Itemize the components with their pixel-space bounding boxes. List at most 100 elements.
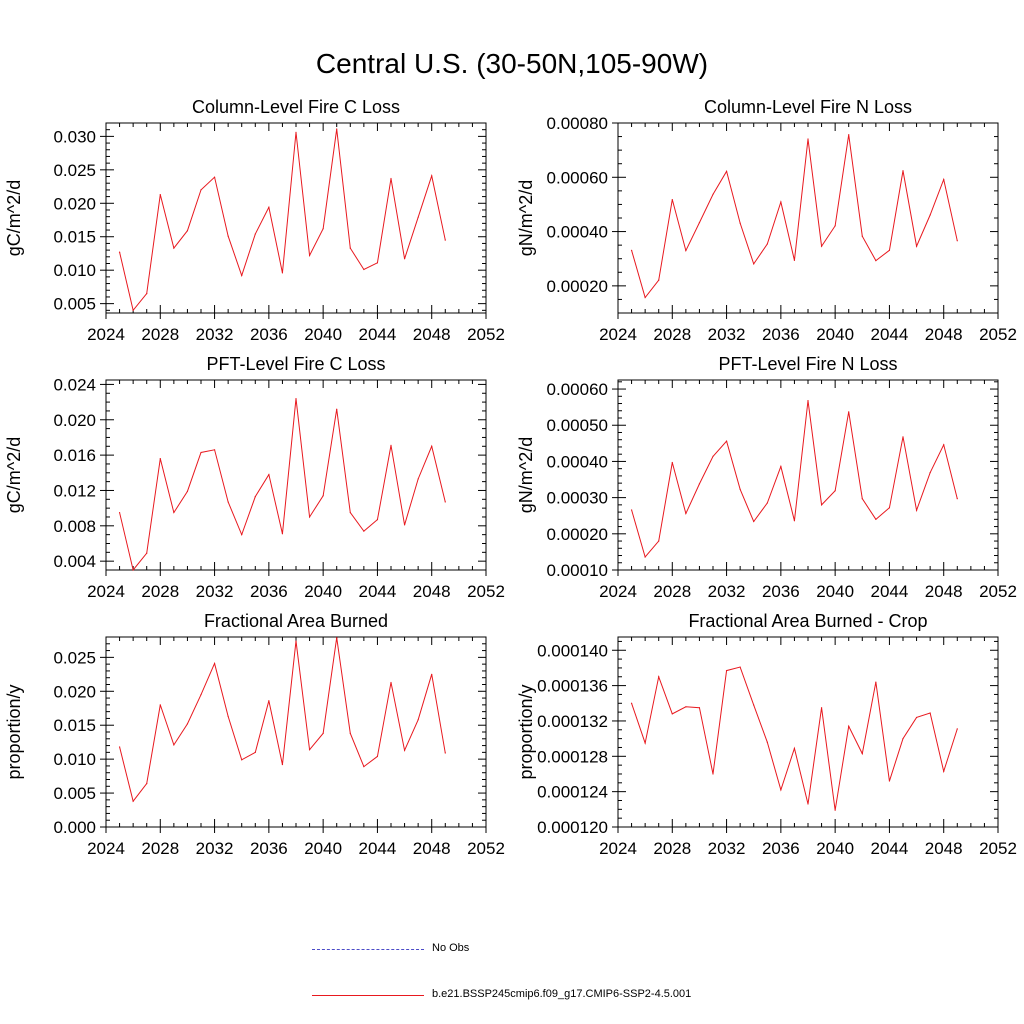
y-tick-label: 0.00010 xyxy=(547,561,608,580)
data-point xyxy=(213,176,216,178)
x-tick-label: 2036 xyxy=(250,582,288,601)
x-tick-label: 2044 xyxy=(871,839,909,858)
y-tick-label: 0.000132 xyxy=(537,712,608,731)
data-point xyxy=(658,279,660,281)
data-point xyxy=(322,228,324,230)
data-point xyxy=(834,225,836,227)
x-tick-label: 2044 xyxy=(871,325,909,344)
panel-title: Fractional Area Burned xyxy=(204,611,388,631)
y-tick-label: 0.00060 xyxy=(547,168,608,187)
data-point xyxy=(685,706,687,708)
x-tick-label: 2040 xyxy=(816,582,854,601)
x-tick-label: 2032 xyxy=(196,839,234,858)
legend-model-label: b.e21.BSSP245cmip6.f09_g17.CMIP6-SSP2-4.… xyxy=(432,988,692,1000)
x-tick-label: 2036 xyxy=(762,582,800,601)
data-point xyxy=(431,445,433,447)
x-tick-label: 2052 xyxy=(467,582,505,601)
x-tick-label: 2044 xyxy=(359,325,397,344)
data-point xyxy=(820,707,823,709)
data-point xyxy=(780,201,782,203)
data-point xyxy=(644,556,646,558)
panel-5: Fractional Area Burned proportion/y 2024 20… xyxy=(4,611,505,858)
data-point xyxy=(349,732,351,734)
data-point xyxy=(820,245,823,247)
data-point xyxy=(902,170,904,172)
data-point xyxy=(861,753,863,755)
series-line xyxy=(119,398,446,572)
data-point xyxy=(875,518,877,520)
legend-obs: No Obs xyxy=(312,942,732,958)
x-tick-label: 2024 xyxy=(599,839,637,858)
plot-frame xyxy=(105,379,487,571)
data-point xyxy=(268,473,270,476)
plot-frame xyxy=(617,379,999,571)
y-tick-label: 0.010 xyxy=(53,261,96,280)
data-point xyxy=(956,240,958,242)
data-point xyxy=(132,800,134,802)
y-axis-label: gC/m^2/d xyxy=(4,437,24,513)
x-tick-label: 2048 xyxy=(925,839,963,858)
data-point xyxy=(834,809,836,811)
x-tick-label: 2036 xyxy=(250,839,288,858)
data-point xyxy=(943,770,945,772)
data-point xyxy=(322,495,324,497)
x-tick-label: 2032 xyxy=(196,582,234,601)
data-point xyxy=(376,755,379,758)
legend-model-swatch xyxy=(312,995,424,996)
data-point xyxy=(848,411,850,413)
series-line xyxy=(119,637,446,803)
y-tick-label: 0.00080 xyxy=(547,114,608,133)
x-tick-label: 2048 xyxy=(925,325,963,344)
data-point xyxy=(861,498,863,500)
data-point xyxy=(698,707,701,709)
data-point xyxy=(807,138,809,140)
data-point xyxy=(132,569,134,571)
data-point xyxy=(956,498,958,500)
y-tick-label: 0.020 xyxy=(53,411,96,430)
data-point xyxy=(444,501,446,503)
x-tick-label: 2028 xyxy=(653,839,691,858)
data-point xyxy=(875,681,877,683)
figure-title: Central U.S. (30-50N,105-90W) xyxy=(315,48,709,79)
series-line xyxy=(631,666,958,811)
y-tick-label: 0.015 xyxy=(53,716,96,735)
x-tick-label: 2052 xyxy=(467,325,505,344)
data-point xyxy=(200,189,202,191)
data-point xyxy=(698,222,701,224)
data-point xyxy=(363,530,365,532)
data-point xyxy=(712,773,714,775)
x-tick-label: 2024 xyxy=(599,582,637,601)
data-point xyxy=(725,440,728,442)
data-point xyxy=(281,272,284,274)
data-point xyxy=(943,444,945,446)
data-point xyxy=(943,178,945,181)
y-tick-label: 0.00040 xyxy=(547,452,608,471)
data-point xyxy=(376,262,379,264)
data-point xyxy=(915,245,918,247)
data-point xyxy=(200,694,202,696)
data-point xyxy=(739,666,741,668)
x-tick-label: 2044 xyxy=(871,582,909,601)
data-point xyxy=(739,488,741,490)
data-point xyxy=(753,520,755,523)
data-point xyxy=(186,723,189,725)
data-point xyxy=(118,746,121,748)
x-tick-label: 2028 xyxy=(141,582,179,601)
y-tick-label: 0.005 xyxy=(53,295,96,314)
panel-6: Fractional Area Burned - Crop proportion/… xyxy=(516,611,1017,858)
data-point xyxy=(753,263,755,265)
data-point xyxy=(336,637,338,639)
y-tick-label: 0.000140 xyxy=(537,641,608,660)
y-tick-label: 0.012 xyxy=(53,481,96,500)
x-tick-label: 2048 xyxy=(413,839,451,858)
data-point xyxy=(118,511,121,514)
x-tick-label: 2044 xyxy=(359,582,397,601)
data-point xyxy=(213,662,216,665)
x-tick-label: 2040 xyxy=(816,839,854,858)
data-point xyxy=(241,534,243,536)
data-point xyxy=(431,673,433,675)
data-point xyxy=(834,490,836,492)
data-point xyxy=(417,216,419,218)
panel-title: Column-Level Fire N Loss xyxy=(704,97,912,117)
y-tick-label: 0.004 xyxy=(53,552,96,571)
